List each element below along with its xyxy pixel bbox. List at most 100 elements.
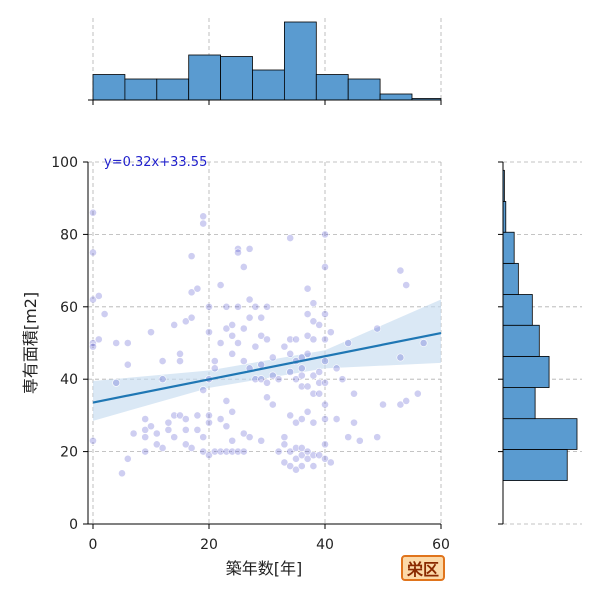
y-tick-label: 0: [69, 517, 78, 533]
scatter-point: [263, 393, 271, 402]
scatter-point: [321, 440, 329, 449]
scatter-point: [228, 331, 237, 340]
scatter-point: [199, 447, 208, 456]
scatter-point: [286, 368, 295, 376]
scatter-point: [239, 263, 248, 271]
scatter-point: [286, 411, 295, 420]
y-histogram-bar: [502, 262, 519, 295]
scatter-point: [210, 364, 219, 373]
scatter-point: [286, 335, 295, 344]
scatter-point: [303, 284, 312, 293]
scatter-point: [112, 339, 121, 347]
scatter-point: [216, 415, 225, 423]
scatter-point: [152, 440, 161, 449]
y-tick-label: 80: [60, 227, 78, 243]
scatter-point: [303, 382, 312, 391]
scatter-point: [239, 429, 248, 438]
scatter-point: [89, 208, 97, 217]
scatter-point: [245, 244, 254, 253]
scatter-point: [118, 469, 126, 478]
scatter-point: [181, 415, 190, 423]
scatter-point: [373, 324, 382, 333]
scatter-point: [228, 407, 237, 416]
scatter-point: [286, 234, 295, 242]
scatter-point: [309, 317, 318, 326]
scatter-point: [315, 451, 324, 460]
scatter-point: [228, 320, 237, 329]
scatter-point: [239, 357, 248, 365]
scatter-point: [239, 324, 248, 333]
scatter-point: [396, 400, 405, 409]
x-histogram-bar: [156, 78, 190, 101]
scatter-point: [89, 248, 97, 257]
scatter-point: [129, 429, 138, 438]
scatter-point: [251, 302, 260, 311]
scatter-point: [344, 339, 353, 347]
scatter-point: [396, 353, 405, 362]
regression-line: [92, 331, 442, 404]
scatter-point: [216, 339, 225, 347]
scatter-point: [222, 397, 231, 405]
scatter-point: [181, 317, 190, 326]
y-tick-label: 20: [60, 445, 78, 461]
scatter-point: [245, 433, 254, 442]
scatter-point: [123, 339, 132, 347]
scatter-point: [187, 252, 196, 261]
scatter-point: [297, 382, 306, 391]
scatter-point: [205, 302, 213, 311]
scatter-point: [379, 400, 387, 409]
scatter-point: [297, 364, 306, 373]
scatter-point: [205, 451, 213, 460]
scatter-point: [321, 454, 329, 463]
scatter-point: [274, 375, 283, 384]
scatter-point: [280, 433, 289, 442]
scatter-point: [297, 371, 306, 380]
x-tick-label: 60: [432, 537, 450, 553]
scatter-point: [176, 349, 184, 358]
scatter-point: [350, 418, 358, 427]
scatter-point: [321, 310, 329, 318]
scatter-point: [309, 418, 318, 427]
scatter-point: [158, 357, 167, 365]
scatter-point: [251, 342, 260, 351]
scatter-point: [326, 328, 335, 337]
scatter-point: [303, 454, 312, 463]
scatter-point: [297, 451, 306, 460]
scatter-point: [245, 295, 254, 304]
scatter-point: [89, 295, 97, 304]
x-tick-label: 20: [200, 537, 218, 553]
scatter-point: [257, 313, 266, 322]
scatter-point: [303, 310, 312, 318]
scatter-point: [274, 447, 283, 456]
y-histogram-bar: [502, 449, 568, 481]
x-marginal-histogram: [88, 18, 442, 105]
scatter-point: [309, 371, 318, 380]
scatter-point: [164, 418, 173, 427]
scatter-point: [152, 429, 161, 438]
scatter-point: [303, 331, 312, 340]
scatter-point: [419, 339, 428, 347]
scatter-point: [123, 454, 132, 463]
scatter-point: [187, 313, 196, 322]
scatter-point: [321, 400, 329, 409]
y-tick-label: 60: [60, 300, 78, 316]
scatter-point: [205, 328, 213, 337]
scatter-point: [89, 342, 97, 351]
scatter-point: [176, 357, 184, 365]
scatter-point: [321, 415, 329, 423]
scatter-point: [297, 415, 306, 423]
scatter-point: [292, 465, 300, 474]
scatter-point: [297, 462, 306, 470]
scatter-point: [257, 360, 266, 369]
x-histogram-bar: [188, 54, 221, 101]
scatter-point: [402, 281, 411, 289]
scatter-point: [94, 292, 103, 300]
scatter-point: [309, 299, 318, 308]
scatter-point: [373, 433, 382, 442]
x-axis-title: 築年数[年]: [226, 559, 303, 578]
scatter-point: [187, 288, 196, 297]
scatter-point: [181, 425, 190, 434]
scatter-point: [89, 436, 97, 445]
y-histogram-bar: [502, 324, 540, 357]
